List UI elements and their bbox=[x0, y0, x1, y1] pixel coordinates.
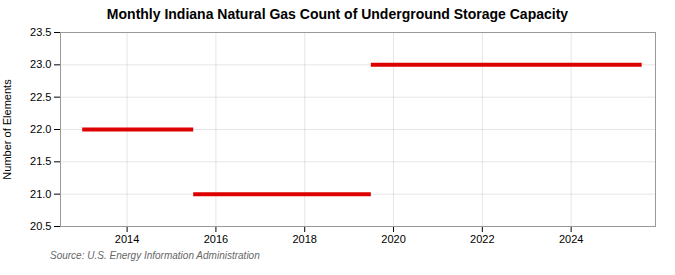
svg-text:22.5: 22.5 bbox=[30, 91, 51, 103]
svg-text:23.0: 23.0 bbox=[30, 58, 51, 70]
svg-text:2020: 2020 bbox=[381, 233, 405, 245]
svg-text:Number of Elements: Number of Elements bbox=[1, 79, 13, 180]
svg-text:2016: 2016 bbox=[204, 233, 228, 245]
svg-text:2024: 2024 bbox=[559, 233, 583, 245]
svg-text:2014: 2014 bbox=[115, 233, 139, 245]
html-text:Source: U.S. Energy Informatio: Source: U.S. Energy Information Administ… bbox=[50, 250, 260, 261]
svg-text:23.5: 23.5 bbox=[30, 26, 51, 38]
svg-text:2022: 2022 bbox=[470, 233, 494, 245]
svg-text:20.5: 20.5 bbox=[30, 220, 51, 232]
html-text:Monthly Indiana Natural Gas Co: Monthly Indiana Natural Gas Count of Und… bbox=[106, 6, 569, 22]
svg-text:21.0: 21.0 bbox=[30, 188, 51, 200]
svg-text:21.5: 21.5 bbox=[30, 155, 51, 167]
svg-text:2018: 2018 bbox=[292, 233, 316, 245]
svg-text:22.0: 22.0 bbox=[30, 123, 51, 135]
